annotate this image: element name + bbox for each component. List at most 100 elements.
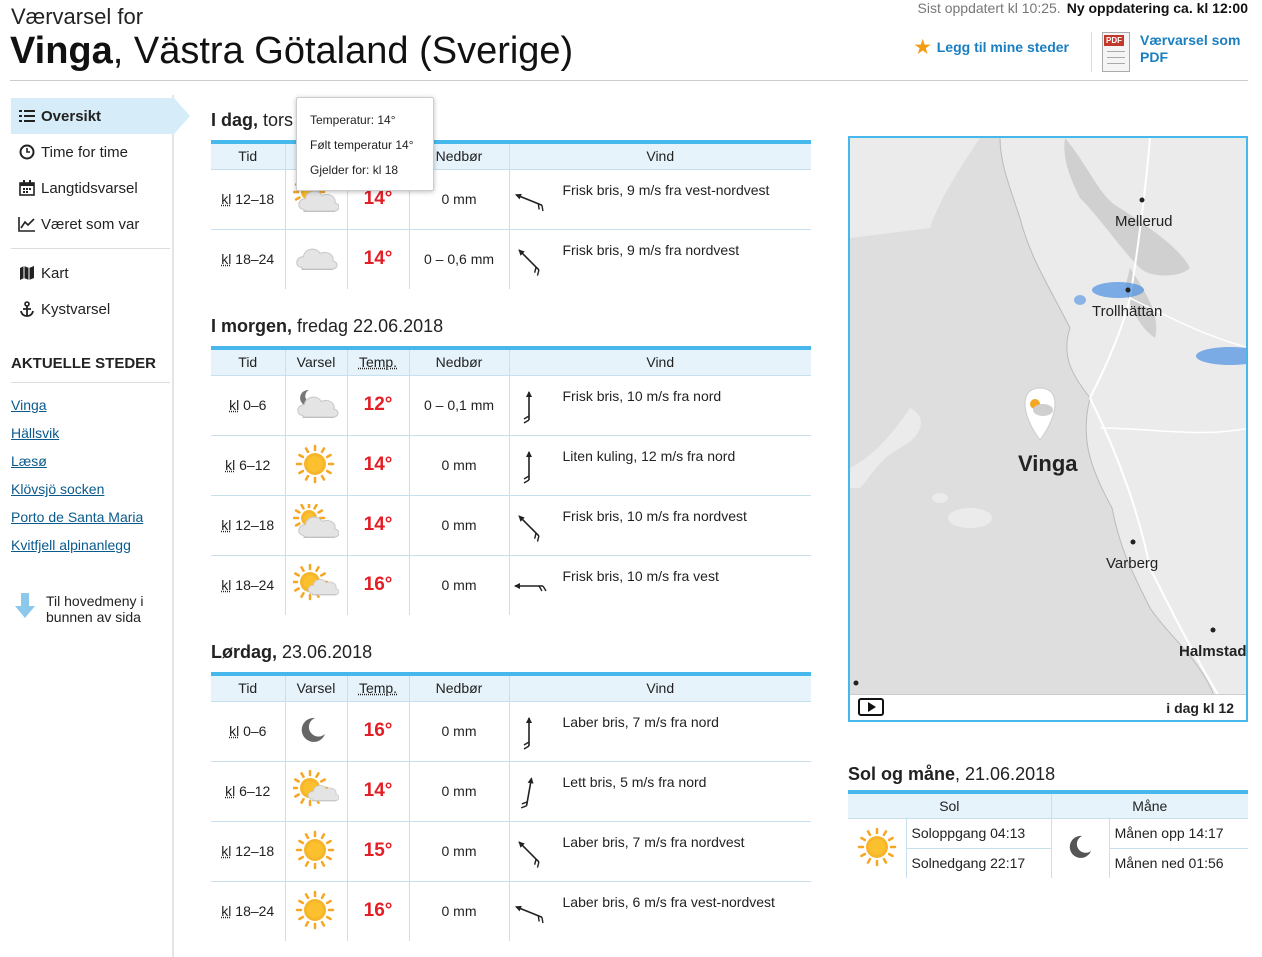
moon-icon bbox=[1051, 818, 1110, 878]
tooltip-valid-for: Gjelder for: kl 18 bbox=[310, 163, 399, 177]
forecast-table: Tid Varsel Temp. Nedbør Vind kl 0–6 16° … bbox=[211, 672, 811, 941]
col-header-vind: Vind bbox=[509, 674, 811, 702]
table-row: kl 0–6 12° 0 – 0,1 mm Frisk bris, 10 m/s… bbox=[211, 375, 811, 436]
time-cell: kl 6–12 bbox=[211, 761, 286, 822]
nav-item-oversikt[interactable]: Oversikt bbox=[11, 98, 190, 134]
precipitation-cell: 0 mm bbox=[409, 495, 510, 556]
wind-arrow-icon bbox=[511, 774, 563, 813]
nav-item-langtidsvarsel[interactable]: Langtidsvarsel bbox=[0, 170, 172, 206]
col-header-temp[interactable]: Temp. bbox=[347, 348, 410, 376]
partly-cloudy-icon[interactable] bbox=[285, 495, 348, 556]
forecast-map[interactable]: Mellerud Trollhättan Vinga Varberg Halms… bbox=[848, 136, 1248, 722]
temperature-cell[interactable]: 15° bbox=[347, 821, 410, 882]
nav-item-time-for-time[interactable]: Time for time bbox=[0, 134, 172, 170]
col-header-nedbor: Nedbør bbox=[409, 674, 510, 702]
page-title: Vinga, Västra Götaland (Sverige) bbox=[10, 30, 573, 73]
day-title: I morgen, fredag 22.06.2018 bbox=[211, 316, 444, 336]
precipitation-cell: 0 mm bbox=[409, 821, 510, 882]
time-cell: kl 6–12 bbox=[211, 435, 286, 496]
time-cell: kl 0–6 bbox=[211, 375, 286, 436]
table-row: kl 18–24 16° 0 mm Frisk bris, 10 m/s fra… bbox=[211, 555, 811, 615]
pdf-icon: PDF bbox=[1102, 32, 1130, 72]
wind-cell: Laber bris, 6 m/s fra vest-nordvest bbox=[509, 881, 811, 941]
add-favorite-label: Legg til mine steder bbox=[936, 39, 1069, 55]
map-icon bbox=[17, 265, 37, 281]
wind-arrow-icon bbox=[511, 894, 563, 933]
wind-cell: Lett bris, 5 m/s fra nord bbox=[509, 761, 811, 822]
moonrise: Månen opp 14:17 bbox=[1109, 818, 1248, 849]
nav-label: Kart bbox=[41, 264, 69, 282]
add-favorite-link[interactable]: ★ Legg til mine steder bbox=[915, 37, 1069, 58]
place-link[interactable]: Klövsjö socken bbox=[11, 481, 105, 497]
forecast-table: Tid Varsel Temp. Nedbør Vind kl 0–6 12° … bbox=[211, 346, 811, 615]
sun-icon[interactable] bbox=[285, 435, 348, 496]
sidebar: Oversikt Time for time Langtidsvarsel Væ… bbox=[0, 95, 190, 957]
pdf-badge: PDF bbox=[1104, 35, 1124, 46]
arrow-down-icon bbox=[14, 593, 36, 625]
place-link[interactable]: Læsø bbox=[11, 453, 47, 469]
wind-arrow-icon bbox=[511, 834, 563, 873]
temperature-cell[interactable]: 16° bbox=[347, 701, 410, 762]
time-cell: kl 12–18 bbox=[211, 495, 286, 556]
tooltip-feels-like: Følt temperatur 14° bbox=[310, 138, 414, 152]
calendar-icon bbox=[17, 180, 37, 196]
sun-header: Sol bbox=[848, 792, 1052, 819]
table-row: kl 18–24 16° 0 mm Laber bris, 6 m/s fra … bbox=[211, 881, 811, 941]
temperature-cell[interactable]: 16° bbox=[347, 555, 410, 615]
place-link[interactable]: Porto de Santa Maria bbox=[11, 509, 144, 525]
to-main-menu-link[interactable]: Til hovedmeny i bunnen av sida bbox=[14, 593, 172, 625]
sun-icon[interactable] bbox=[285, 881, 348, 941]
temperature-cell[interactable]: 14° bbox=[347, 435, 410, 496]
pdf-link[interactable]: PDF Værvarsel som PDF bbox=[1091, 32, 1248, 72]
moon-header: Måne bbox=[1051, 792, 1248, 819]
wind-arrow-icon bbox=[511, 714, 563, 753]
fair-icon[interactable] bbox=[285, 555, 348, 615]
wind-arrow-icon bbox=[511, 508, 563, 547]
temperature-cell[interactable]: 16° bbox=[347, 881, 410, 941]
col-header-tid: Tid bbox=[211, 348, 286, 376]
precipitation-cell: 0 mm bbox=[409, 555, 510, 615]
table-row: kl 12–18 14° 0 mm Frisk bris, 10 m/s fra… bbox=[211, 495, 811, 556]
last-updated: Sist oppdatert kl 10:25. bbox=[917, 0, 1061, 16]
wind-cell: Frisk bris, 10 m/s fra nord bbox=[509, 375, 811, 436]
time-cell: kl 12–18 bbox=[211, 169, 286, 230]
map-label-vinga: Vinga bbox=[1018, 451, 1078, 476]
moonset: Månen ned 01:56 bbox=[1114, 855, 1224, 872]
wind-cell: Frisk bris, 9 m/s fra vest-nordvest bbox=[509, 169, 811, 230]
temperature-cell[interactable]: 12° bbox=[347, 375, 410, 436]
tooltip-temperature: Temperatur: 14° bbox=[310, 113, 396, 127]
precipitation-cell: 0 mm bbox=[409, 435, 510, 496]
wind-cell: Frisk bris, 10 m/s fra nordvest bbox=[509, 495, 811, 556]
temperature-cell[interactable]: 14° bbox=[347, 495, 410, 556]
region-name: , Västra Götaland (Sverige) bbox=[112, 30, 574, 72]
place-link[interactable]: Kvitfjell alpinanlegg bbox=[11, 537, 131, 553]
play-icon[interactable] bbox=[858, 698, 884, 716]
place-link[interactable]: Hällsvik bbox=[11, 425, 60, 441]
col-header-vind: Vind bbox=[509, 142, 811, 170]
sun-icon bbox=[848, 818, 907, 878]
nav-item-kystvarsel[interactable]: Kystvarsel bbox=[0, 291, 172, 327]
day-title: Lørdag, 23.06.2018 bbox=[211, 642, 373, 662]
place-link[interactable]: Vinga bbox=[11, 397, 47, 413]
moon-icon[interactable] bbox=[285, 701, 348, 762]
wind-arrow-icon bbox=[511, 242, 563, 281]
nav-label: Time for time bbox=[41, 143, 128, 161]
list-icon bbox=[17, 109, 37, 123]
col-header-temp[interactable]: Temp. bbox=[347, 674, 410, 702]
nav-item-vaeret-som-var[interactable]: Været som var bbox=[0, 206, 172, 242]
wind-cell: Frisk bris, 9 m/s fra nordvest bbox=[509, 229, 811, 289]
table-row: kl 6–12 14° 0 mm Liten kuling, 12 m/s fr… bbox=[211, 435, 811, 496]
nav-label: Oversikt bbox=[41, 107, 102, 125]
wind-arrow-icon bbox=[511, 388, 563, 427]
nav-item-kart[interactable]: Kart bbox=[0, 255, 172, 291]
wind-arrow-icon bbox=[511, 182, 563, 221]
sun-icon[interactable] bbox=[285, 821, 348, 882]
nav-label: Kystvarsel bbox=[41, 300, 111, 318]
sunset: Solnedgang 22:17 bbox=[906, 848, 1052, 878]
places-heading: AKTUELLE STEDER bbox=[11, 355, 157, 372]
cloudy-icon[interactable] bbox=[285, 229, 348, 289]
partly-cloudy-night-icon[interactable] bbox=[285, 375, 348, 436]
temperature-cell[interactable]: 14° bbox=[347, 761, 410, 822]
temperature-cell[interactable]: 14° bbox=[347, 229, 410, 289]
fair-icon[interactable] bbox=[285, 761, 348, 822]
